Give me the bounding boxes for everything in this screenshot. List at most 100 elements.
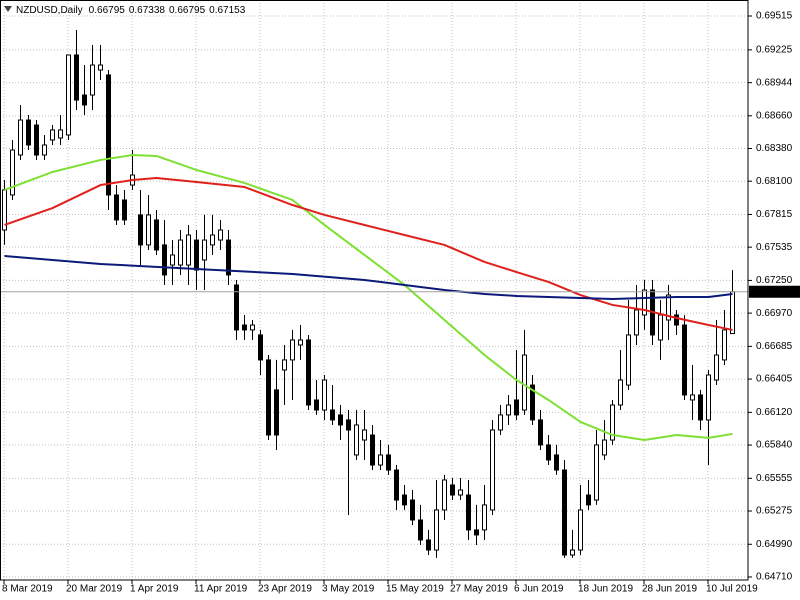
candle-body — [658, 314, 663, 341]
candle-body — [42, 144, 47, 156]
candle-body — [306, 339, 311, 406]
candle-body — [714, 354, 719, 381]
y-tick-label: 0.67250 — [756, 275, 793, 286]
candle-body — [602, 439, 607, 456]
candle-body — [546, 444, 551, 461]
candle-body — [522, 354, 527, 411]
candle-body — [490, 429, 495, 511]
candle-body — [682, 324, 687, 396]
candle-body — [258, 334, 263, 361]
candle-body — [322, 379, 327, 411]
candle-body — [586, 494, 591, 506]
candle-body — [418, 519, 423, 541]
candle-body — [266, 359, 271, 436]
candle-body — [18, 119, 23, 156]
header-low: 0.66795 — [169, 5, 206, 16]
header-high: 0.67338 — [129, 5, 166, 16]
y-tick-label: 0.67815 — [756, 209, 793, 220]
candle-body — [402, 494, 407, 506]
y-tick-label: 0.64990 — [756, 539, 793, 550]
candle-body — [538, 419, 543, 446]
candle-body — [10, 149, 15, 196]
candle-body — [722, 329, 727, 361]
y-tick-label: 0.64710 — [756, 572, 793, 583]
candle-body — [458, 489, 463, 496]
candle-body — [530, 384, 535, 421]
candle-body — [610, 404, 615, 441]
x-tick-label: 1 Apr 2019 — [130, 584, 179, 595]
x-tick-label: 27 May 2019 — [450, 584, 508, 595]
chart-header: NZDUSD,Daily 0.66795 0.67338 0.66795 0.67153 — [16, 5, 246, 16]
candle-body — [194, 239, 199, 271]
y-tick-label: 0.68380 — [756, 143, 793, 154]
candle-body — [562, 469, 567, 556]
candle-body — [434, 509, 439, 551]
candle-body — [554, 454, 559, 471]
x-tick-label: 8 Mar 2019 — [2, 584, 53, 595]
candle-body — [298, 339, 303, 346]
y-tick-label: 0.65275 — [756, 506, 793, 517]
current-price-label: 0.67153 — [756, 286, 793, 297]
y-tick-label: 0.65840 — [756, 440, 793, 451]
candle-body — [618, 379, 623, 406]
header-open: 0.66795 — [89, 5, 126, 16]
candle-body — [346, 419, 351, 431]
x-tick-label: 11 Apr 2019 — [194, 584, 248, 595]
candle-body — [82, 94, 87, 106]
x-tick-label: 10 Jul 2019 — [706, 584, 758, 595]
candle-body — [98, 64, 103, 71]
candle-body — [370, 434, 375, 466]
candle-body — [626, 334, 631, 386]
y-tick-label: 0.66120 — [756, 407, 793, 418]
candle-body — [674, 314, 679, 326]
candle-body — [410, 499, 415, 521]
candle-body — [482, 504, 487, 531]
x-tick-label: 20 Mar 2019 — [66, 584, 123, 595]
y-tick-label: 0.67535 — [756, 242, 793, 253]
candle-body — [218, 229, 223, 241]
candle-body — [178, 239, 183, 266]
candle-body — [186, 234, 191, 266]
candle-body — [314, 399, 319, 411]
candle-body — [170, 254, 175, 266]
candle-body — [34, 124, 39, 156]
candle-body — [234, 284, 239, 331]
y-tick-label: 0.66405 — [756, 374, 793, 385]
x-tick-label: 18 Jun 2019 — [578, 584, 633, 595]
candle-body — [506, 404, 511, 416]
candle-body — [274, 389, 279, 436]
candle-body — [330, 409, 335, 421]
y-tick-label: 0.69225 — [756, 44, 793, 55]
candle-body — [114, 194, 119, 221]
candle-body — [426, 539, 431, 551]
candle-body — [338, 414, 343, 426]
candle-body — [58, 129, 63, 139]
moving-average-line — [4, 177, 733, 331]
candle-body — [474, 529, 479, 536]
candle-body — [282, 359, 287, 371]
x-tick-label: 3 May 2019 — [322, 584, 375, 595]
plot-area — [0, 30, 748, 558]
candle-body — [578, 509, 583, 551]
chart-title: NZDUSD,Daily — [16, 5, 83, 16]
y-tick-label: 0.68100 — [756, 176, 793, 187]
y-tick-label: 0.69515 — [756, 11, 793, 22]
symbol-icon — [4, 6, 12, 12]
candle-body — [514, 399, 519, 416]
y-tick-label: 0.68944 — [756, 77, 793, 88]
candle-body — [250, 324, 255, 331]
candle-body — [242, 324, 247, 331]
candle-body — [122, 199, 127, 221]
candle-body — [690, 394, 695, 401]
candle-body — [362, 429, 367, 441]
y-tick-label: 0.68660 — [756, 110, 793, 121]
candle-body — [50, 129, 55, 141]
candle-body — [354, 424, 359, 456]
candle-body — [26, 119, 31, 146]
candle-body — [226, 239, 231, 276]
candle-body — [466, 494, 471, 531]
x-tick-label: 6 Jun 2019 — [514, 584, 564, 595]
candle-body — [570, 549, 575, 556]
